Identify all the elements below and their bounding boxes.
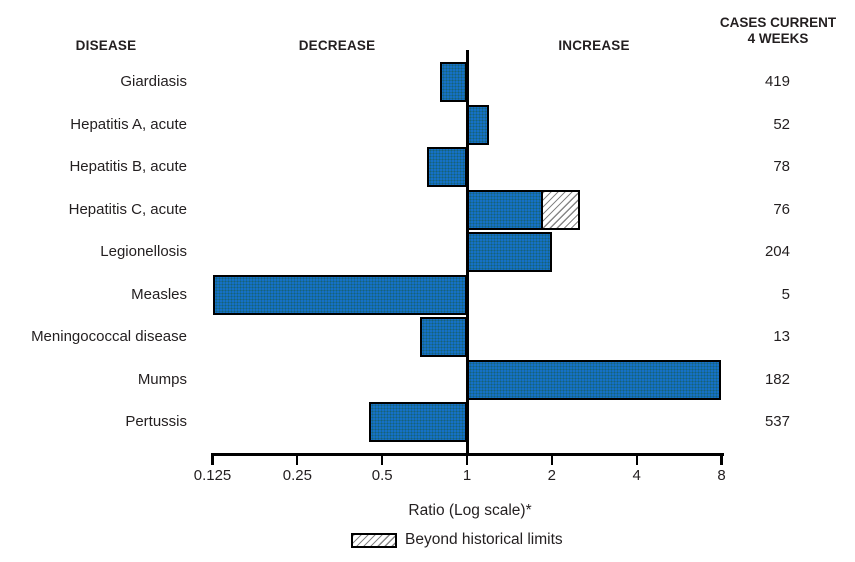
x-axis-tick-label: 0.5: [371, 467, 393, 484]
x-axis-title: Ratio (Log scale)*: [408, 502, 532, 519]
ratio-bar: [419, 317, 467, 357]
x-axis-tick-label: 2: [547, 467, 556, 484]
cases-column-header-line1: CASES CURRENT: [719, 15, 837, 30]
ratio-bar: [212, 274, 467, 315]
cases-current-4-weeks-value: 78: [773, 158, 790, 175]
x-axis-tick: [720, 453, 723, 465]
increase-column-header: INCREASE: [558, 38, 630, 53]
cases-current-4-weeks-value: 537: [764, 413, 790, 430]
disease-label: Measles: [131, 285, 187, 303]
disease-label: Hepatitis C, acute: [68, 200, 187, 218]
ratio-bar: [467, 359, 722, 400]
ratio-1-baseline: [465, 50, 469, 455]
ratio-bar: [439, 62, 467, 102]
x-axis-tick-label: 0.25: [282, 467, 312, 484]
x-axis-tick: [635, 453, 638, 465]
cases-current-4-weeks-value: 419: [764, 73, 790, 90]
legend-label: Beyond historical limits: [405, 531, 563, 548]
x-axis-tick-label: 4: [632, 467, 641, 484]
disease-label: Hepatitis B, acute: [69, 158, 187, 175]
x-axis-tick-label: 1: [462, 467, 472, 484]
x-axis-tick-label: 8: [717, 467, 726, 484]
x-axis-tick: [465, 453, 469, 465]
ratio-bar: [369, 402, 467, 442]
disease-label: Mumps: [137, 370, 187, 388]
x-axis-tick: [550, 453, 553, 465]
disease-label: Pertussis: [125, 413, 187, 430]
cases-column-header: CASES CURRENT 4 WEEKS: [720, 15, 836, 47]
cases-current-4-weeks-value: 5: [781, 285, 790, 303]
disease-label: Legionellosis: [100, 243, 187, 260]
x-axis-tick-label: 0.125: [193, 467, 232, 484]
ratio-bar: [467, 189, 543, 230]
legend: Beyond historical limits: [351, 531, 563, 549]
cases-current-4-weeks-value: 52: [773, 115, 790, 133]
disease-label: Hepatitis A, acute: [70, 115, 187, 133]
ratio-bar: [467, 232, 552, 272]
cases-current-4-weeks-value: 204: [764, 243, 790, 260]
cases-current-4-weeks-value: 76: [773, 200, 790, 218]
hatched-swatch-icon: [351, 532, 397, 548]
cases-current-4-weeks-value: 182: [764, 370, 790, 388]
ratio-bar: [467, 104, 490, 145]
beyond-historical-limits-bar: [542, 189, 581, 230]
cases-column-header-line2: 4 WEEKS: [747, 31, 809, 46]
x-axis-tick: [211, 453, 214, 465]
disease-column-header: DISEASE: [75, 38, 137, 53]
disease-label: Meningococcal disease: [31, 328, 187, 345]
cases-current-4-weeks-value: 13: [773, 328, 790, 345]
decrease-column-header: DECREASE: [298, 38, 376, 53]
disease-label: Giardiasis: [120, 73, 187, 90]
ratio-bar: [426, 147, 467, 187]
x-axis-tick: [296, 453, 299, 465]
x-axis-tick: [381, 453, 384, 465]
